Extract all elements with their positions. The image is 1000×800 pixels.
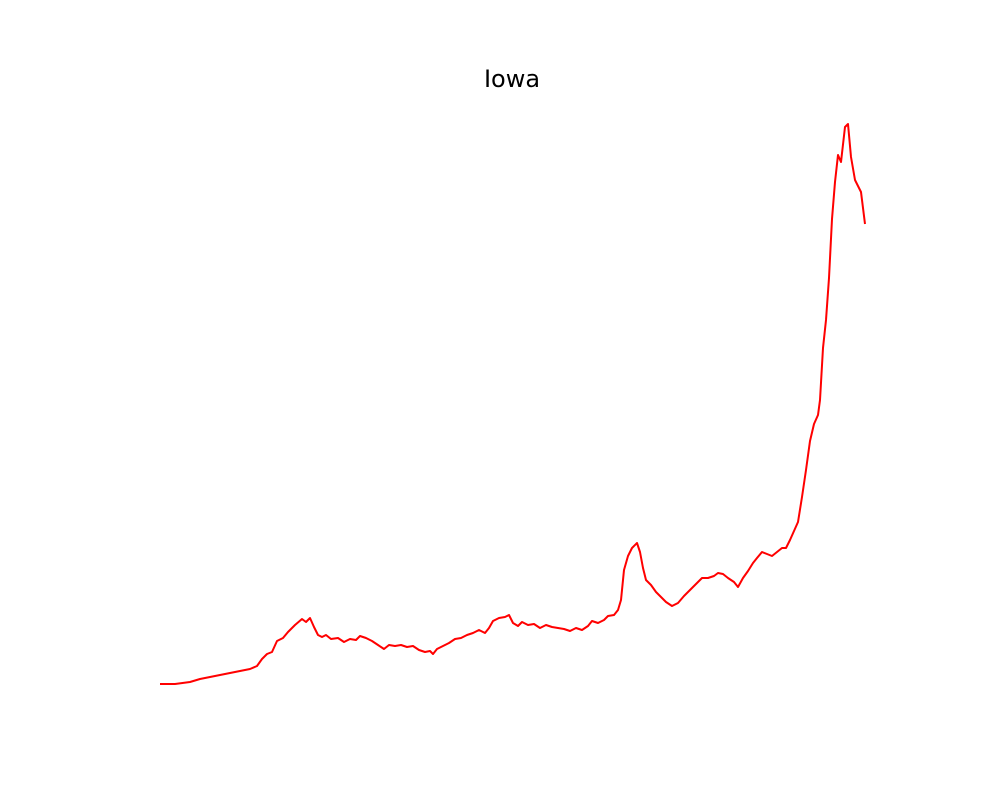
data-line bbox=[160, 123, 866, 685]
chart-title: Iowa bbox=[484, 65, 540, 93]
